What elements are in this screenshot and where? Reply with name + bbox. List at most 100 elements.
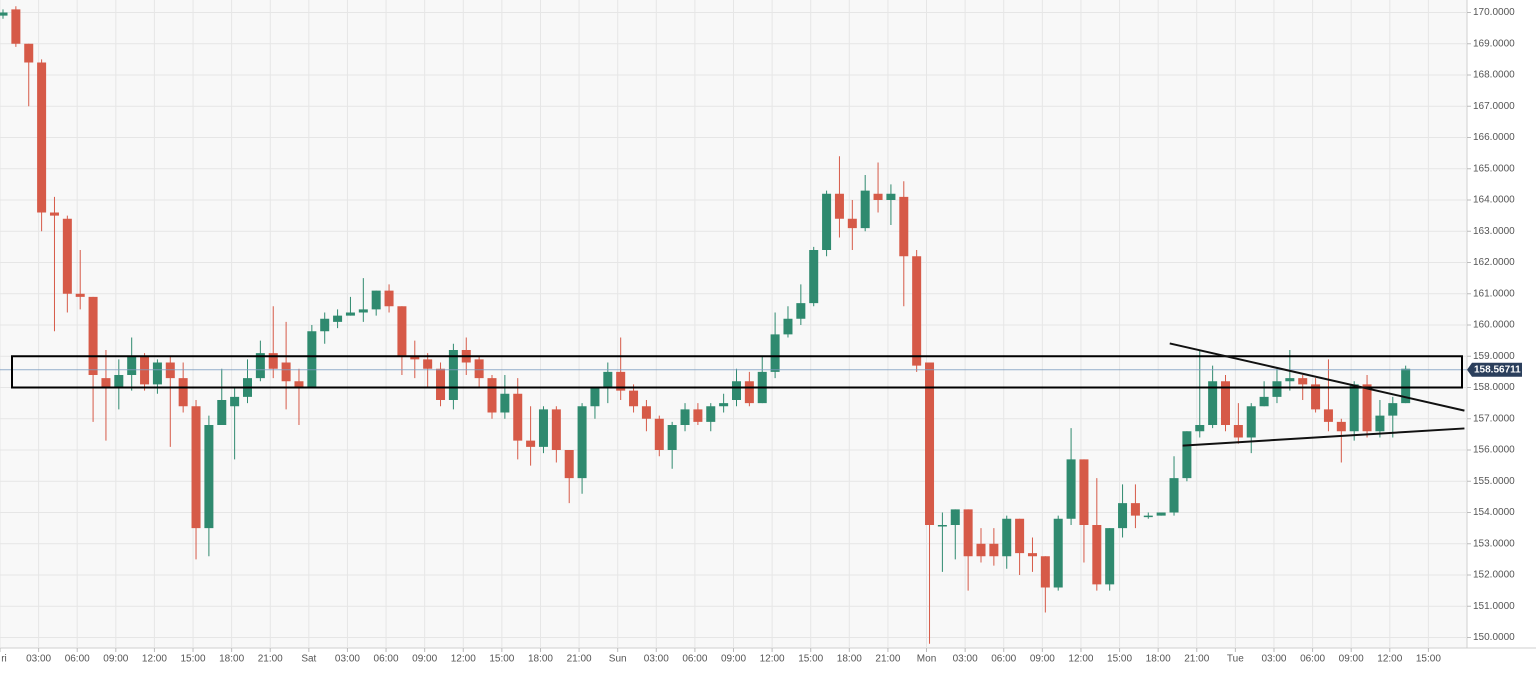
y-tick-label: 165.0000 bbox=[1473, 163, 1515, 174]
candle-body bbox=[1272, 381, 1282, 397]
y-tick-label: 152.0000 bbox=[1473, 570, 1515, 581]
candle-body bbox=[1169, 478, 1179, 513]
candle-body bbox=[1336, 421, 1346, 432]
candle-body bbox=[603, 371, 613, 388]
candle-body bbox=[423, 359, 433, 369]
x-tick-label: Tue bbox=[1227, 654, 1244, 665]
candle-body bbox=[1092, 525, 1102, 585]
candle-body bbox=[1002, 518, 1012, 557]
candle-body bbox=[24, 43, 34, 63]
candle-body bbox=[268, 353, 278, 369]
candle-body bbox=[307, 331, 317, 388]
candle-body bbox=[1040, 556, 1050, 588]
x-tick-label: 21:00 bbox=[875, 654, 900, 665]
x-tick-label: 15:00 bbox=[1107, 654, 1132, 665]
candle-body bbox=[719, 403, 729, 407]
candle-body bbox=[744, 381, 754, 404]
candle-body bbox=[1130, 503, 1140, 516]
y-tick-label: 166.0000 bbox=[1473, 132, 1515, 143]
candle-body bbox=[1311, 384, 1321, 410]
candle-body bbox=[1105, 528, 1115, 585]
y-tick-label: 169.0000 bbox=[1473, 38, 1515, 49]
candle-body bbox=[410, 356, 420, 360]
candle-body bbox=[114, 375, 124, 388]
candle-body bbox=[886, 193, 896, 200]
candle-body bbox=[950, 509, 960, 525]
candle-body bbox=[770, 334, 780, 372]
candle-body bbox=[538, 409, 548, 447]
candle-body bbox=[989, 543, 999, 557]
candle-body bbox=[925, 362, 935, 525]
candle-body bbox=[641, 406, 651, 419]
candle-body bbox=[1015, 518, 1025, 554]
trendline bbox=[1182, 427, 1465, 447]
candle-body bbox=[294, 381, 304, 388]
candle-body bbox=[281, 362, 291, 382]
x-tick-label: 03:00 bbox=[26, 654, 51, 665]
candle-body bbox=[912, 256, 922, 366]
candle-body bbox=[1053, 518, 1063, 588]
candle-body bbox=[230, 396, 240, 407]
x-tick-label: 03:00 bbox=[953, 654, 978, 665]
candle-body bbox=[706, 406, 716, 422]
candle-body bbox=[1220, 381, 1231, 425]
candle-body bbox=[320, 318, 330, 332]
candle-body bbox=[1079, 459, 1089, 525]
x-tick-label: Sat bbox=[301, 654, 316, 665]
x-tick-label: Mon bbox=[917, 654, 936, 665]
candle-body bbox=[448, 350, 458, 400]
x-tick-label: 03:00 bbox=[335, 654, 360, 665]
y-tick-label: 167.0000 bbox=[1473, 101, 1515, 112]
y-tick-label: 153.0000 bbox=[1473, 538, 1515, 549]
candle-body bbox=[62, 218, 72, 294]
y-tick-label: 155.0000 bbox=[1473, 476, 1515, 487]
x-tick-label: 15:00 bbox=[181, 654, 206, 665]
x-tick-label: 03:00 bbox=[1261, 654, 1286, 665]
x-tick-label: 06:00 bbox=[374, 654, 399, 665]
y-tick-label: 170.0000 bbox=[1473, 7, 1515, 18]
candle-body bbox=[1246, 406, 1256, 438]
candle-body bbox=[1401, 368, 1411, 404]
candle-body bbox=[487, 378, 497, 413]
candle-body bbox=[809, 250, 819, 304]
y-tick-label: 164.0000 bbox=[1473, 195, 1515, 206]
candle-body bbox=[590, 387, 600, 407]
x-tick-label: 21:00 bbox=[258, 654, 283, 665]
candle-body bbox=[436, 368, 446, 400]
candle-body bbox=[345, 312, 355, 316]
candle-body bbox=[1285, 378, 1295, 382]
candle-body bbox=[397, 306, 407, 357]
candle-body bbox=[693, 409, 703, 422]
candle-body bbox=[500, 393, 510, 413]
y-tick-label: 168.0000 bbox=[1473, 70, 1515, 81]
x-tick-label: 09:00 bbox=[721, 654, 746, 665]
candle-body bbox=[0, 12, 8, 16]
x-tick-label: 18:00 bbox=[219, 654, 244, 665]
candle-body bbox=[731, 381, 742, 400]
x-tick-label: 06:00 bbox=[65, 654, 90, 665]
candle-body bbox=[204, 425, 214, 529]
candle-body bbox=[255, 353, 265, 379]
candle-body bbox=[526, 440, 536, 447]
x-tick-label: 18:00 bbox=[1146, 654, 1171, 665]
x-tick-label: 12:00 bbox=[760, 654, 785, 665]
x-tick-label: 21:00 bbox=[567, 654, 592, 665]
x-tick-label: 15:00 bbox=[489, 654, 514, 665]
candle-body bbox=[101, 378, 111, 388]
x-tick-label: Sun bbox=[609, 654, 627, 665]
candle-body bbox=[513, 393, 523, 441]
x-tick-label: 06:00 bbox=[1300, 654, 1325, 665]
candle-body bbox=[1349, 384, 1359, 432]
candle-body bbox=[873, 193, 883, 200]
y-tick-label: 158.0000 bbox=[1473, 382, 1515, 393]
candle-body bbox=[371, 290, 381, 310]
candle-body bbox=[88, 296, 98, 375]
candle-body bbox=[178, 378, 188, 407]
y-tick-label: 151.0000 bbox=[1473, 601, 1515, 612]
candle-body bbox=[834, 193, 844, 219]
x-tick-label: ri bbox=[1, 654, 7, 665]
y-tick-label: 161.0000 bbox=[1473, 288, 1515, 299]
candle-body bbox=[333, 315, 343, 322]
x-tick-label: 18:00 bbox=[837, 654, 862, 665]
